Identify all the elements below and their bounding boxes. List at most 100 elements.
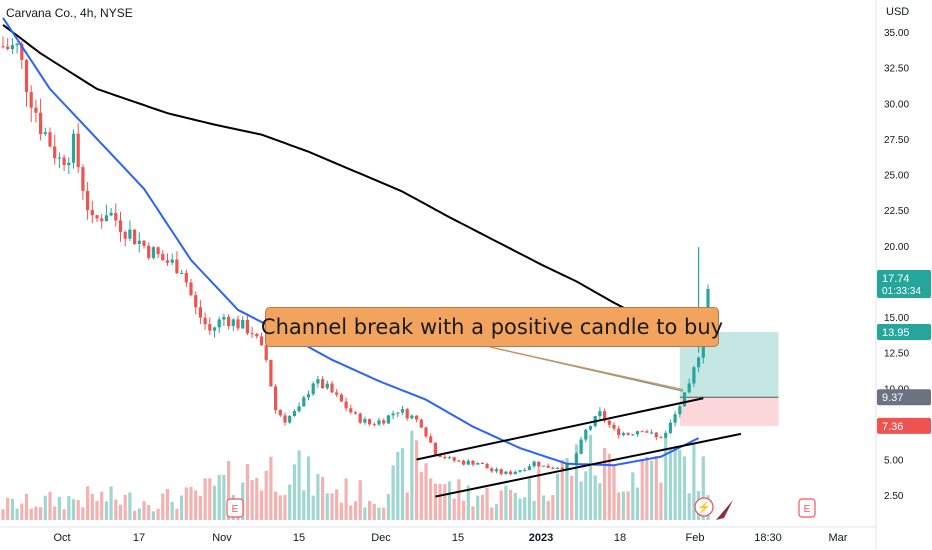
candle-body <box>462 460 466 465</box>
volume-bar <box>551 495 555 520</box>
volume-bar <box>405 492 409 520</box>
volume-bar <box>274 491 278 520</box>
candle-body <box>241 319 245 329</box>
earnings-icon: E <box>232 504 239 515</box>
candle-body <box>353 412 358 414</box>
candle-body <box>452 457 456 461</box>
channel-lower-line <box>435 432 742 498</box>
volume-bar <box>29 508 33 520</box>
candle-body <box>527 466 531 470</box>
candle-body <box>410 415 414 419</box>
volume-bar <box>311 495 315 520</box>
volume-bar <box>527 478 531 520</box>
volume-bar <box>269 456 273 520</box>
price-label-text: 17.74 <box>882 273 910 285</box>
candle-body <box>509 471 513 475</box>
candle-body <box>391 413 395 416</box>
candle-body <box>368 419 372 425</box>
candle-body <box>400 409 405 413</box>
time-tick-label: Nov <box>212 532 232 544</box>
candle-body <box>687 383 691 393</box>
price-label-text: 7.36 <box>882 421 903 433</box>
candle-body <box>579 439 583 454</box>
volume-bar <box>565 458 569 520</box>
volume-bar <box>335 489 339 520</box>
price-tick-label: 32.50 <box>884 64 909 75</box>
annotation-text: Channel break with a positive candle to … <box>260 315 724 339</box>
ma-short-line <box>2 17 700 467</box>
volume-bar <box>6 497 10 520</box>
volume-bar <box>396 451 400 520</box>
volume-bar <box>114 499 118 520</box>
candle-body <box>227 316 231 327</box>
candle-body <box>339 394 343 402</box>
volume-bar <box>43 495 47 520</box>
candle-body <box>264 345 268 360</box>
candle-body <box>598 411 602 417</box>
candle-body <box>490 468 494 472</box>
candle-body <box>189 282 193 296</box>
candle-body <box>165 260 170 263</box>
arrow-icon <box>716 500 733 520</box>
candle-body <box>231 319 235 327</box>
volume-bar <box>104 501 108 520</box>
volume-bar <box>593 475 597 520</box>
candle-body <box>419 419 423 428</box>
candle-body <box>447 457 452 459</box>
annotation-callout[interactable]: Channel break with a positive candle to … <box>261 307 723 347</box>
dividend-marker <box>694 497 714 517</box>
price-tick-label: 30.00 <box>884 99 909 110</box>
volume-bar <box>687 493 691 520</box>
volume-bar <box>358 480 362 520</box>
candle-body <box>635 431 640 435</box>
candle-body <box>250 333 254 335</box>
candle-body <box>396 412 400 414</box>
candle-body <box>128 229 132 239</box>
candle-body <box>170 259 174 263</box>
candle-body <box>697 357 701 368</box>
volume-bar <box>302 490 306 520</box>
event-markers: E E ⚡ <box>226 497 816 520</box>
candle-body <box>621 433 625 436</box>
volume-bar <box>391 465 395 520</box>
candle-body <box>259 336 264 346</box>
volume-bar <box>607 453 611 520</box>
volume-bar <box>67 496 71 520</box>
candle-body <box>39 112 43 134</box>
candle-body <box>645 431 649 433</box>
volume-bar <box>518 498 522 520</box>
annotation-pointer <box>489 346 684 391</box>
volume-bar <box>137 508 141 520</box>
candle-body <box>433 442 437 455</box>
time-tick-label: 18:30 <box>754 532 782 544</box>
candle-body <box>114 212 118 221</box>
volume-bar <box>255 477 259 520</box>
candle-body <box>429 436 433 443</box>
candle-body <box>274 386 278 410</box>
volume-bar <box>480 495 484 520</box>
volume-bar <box>330 493 334 520</box>
candle-body <box>71 133 76 163</box>
volume-bar <box>264 470 268 520</box>
candle-body <box>523 469 527 471</box>
candle-body <box>180 272 184 274</box>
time-tick-label: Mar <box>829 532 848 544</box>
candle-body <box>654 432 658 438</box>
candle-body <box>217 319 221 328</box>
volume-bar <box>419 471 423 520</box>
candle-body <box>537 461 541 467</box>
price-label-box <box>877 389 931 406</box>
candle-body <box>386 415 390 424</box>
volume-bar <box>645 457 649 520</box>
volume-bar <box>283 494 287 520</box>
volume-bar <box>306 456 311 520</box>
volume-bar <box>462 500 466 520</box>
volume-bar <box>133 510 137 520</box>
volume-bar <box>175 508 179 520</box>
candle-body <box>302 397 306 407</box>
price-label-text: 13.95 <box>882 327 910 339</box>
volume-bar <box>692 444 696 520</box>
candle-body <box>198 307 202 318</box>
